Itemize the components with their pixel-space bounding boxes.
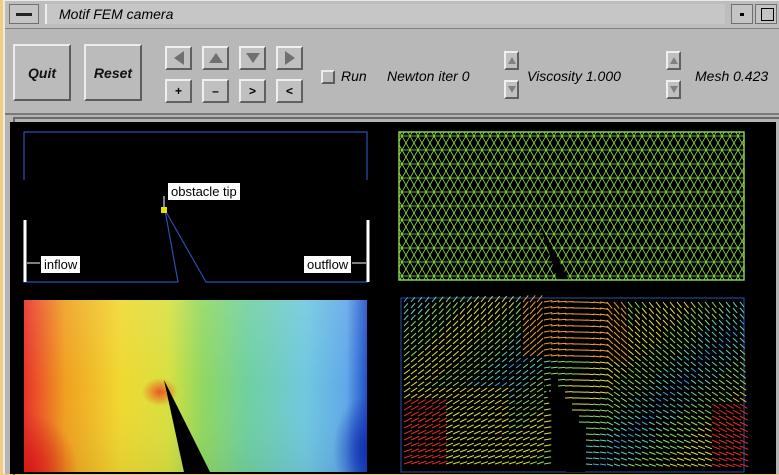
minimize-icon — [740, 13, 744, 16]
spin-up-icon — [508, 57, 516, 64]
zoom-out-button[interactable]: – — [202, 79, 229, 103]
run-label: Run — [341, 68, 367, 84]
outflow-label: outflow — [303, 255, 352, 274]
zoom-in-button[interactable]: + — [165, 79, 192, 103]
maximize-icon — [761, 8, 774, 21]
quit-button[interactable]: Quit — [13, 44, 71, 101]
window-title: Motif FEM camera — [45, 4, 725, 24]
inflow-label: inflow — [40, 255, 81, 274]
reset-button[interactable]: Reset — [84, 44, 142, 101]
mesh-panel — [399, 132, 744, 282]
spin-down-icon — [670, 86, 678, 93]
run-checkbox[interactable] — [321, 70, 335, 84]
mesh-label: Mesh 0.423 — [695, 68, 768, 84]
arrow-left-icon — [174, 51, 184, 65]
maximize-button[interactable] — [755, 4, 777, 24]
window-menu-button[interactable] — [9, 4, 39, 24]
drawing-canvas[interactable]: obstacle tip inflow outflow — [10, 122, 776, 474]
title-bar: Motif FEM camera — [5, 1, 779, 29]
arrow-right-icon — [285, 51, 295, 65]
rotate-right-button[interactable]: > — [239, 79, 266, 103]
viscosity-label: Viscosity 1.000 — [527, 68, 621, 84]
spin-up-icon — [670, 57, 678, 64]
viscosity-up-button[interactable] — [666, 51, 681, 70]
toolbar: Quit Reset + – > < Run Newton iter 0 Vis… — [5, 29, 779, 115]
pan-down-button[interactable] — [239, 46, 266, 70]
viscosity-down-button[interactable] — [666, 80, 681, 99]
rotate-left-button[interactable]: < — [276, 79, 303, 103]
arrow-up-icon — [209, 53, 223, 63]
arrow-down-icon — [246, 53, 260, 63]
pressure-field-panel — [24, 300, 367, 472]
obstacle-tip-label: obstacle tip — [167, 182, 241, 201]
pan-right-button[interactable] — [276, 46, 303, 70]
obstacle-tip-marker — [161, 207, 167, 213]
newton-iter-label: Newton iter 0 — [387, 68, 469, 84]
minimize-button[interactable] — [731, 4, 753, 24]
spin-down-icon — [508, 86, 516, 93]
pan-left-button[interactable] — [165, 46, 192, 70]
pan-up-button[interactable] — [202, 46, 229, 70]
velocity-panel — [401, 295, 748, 472]
newton-down-button[interactable] — [504, 80, 519, 99]
newton-up-button[interactable] — [504, 51, 519, 70]
fem-views — [10, 122, 776, 474]
